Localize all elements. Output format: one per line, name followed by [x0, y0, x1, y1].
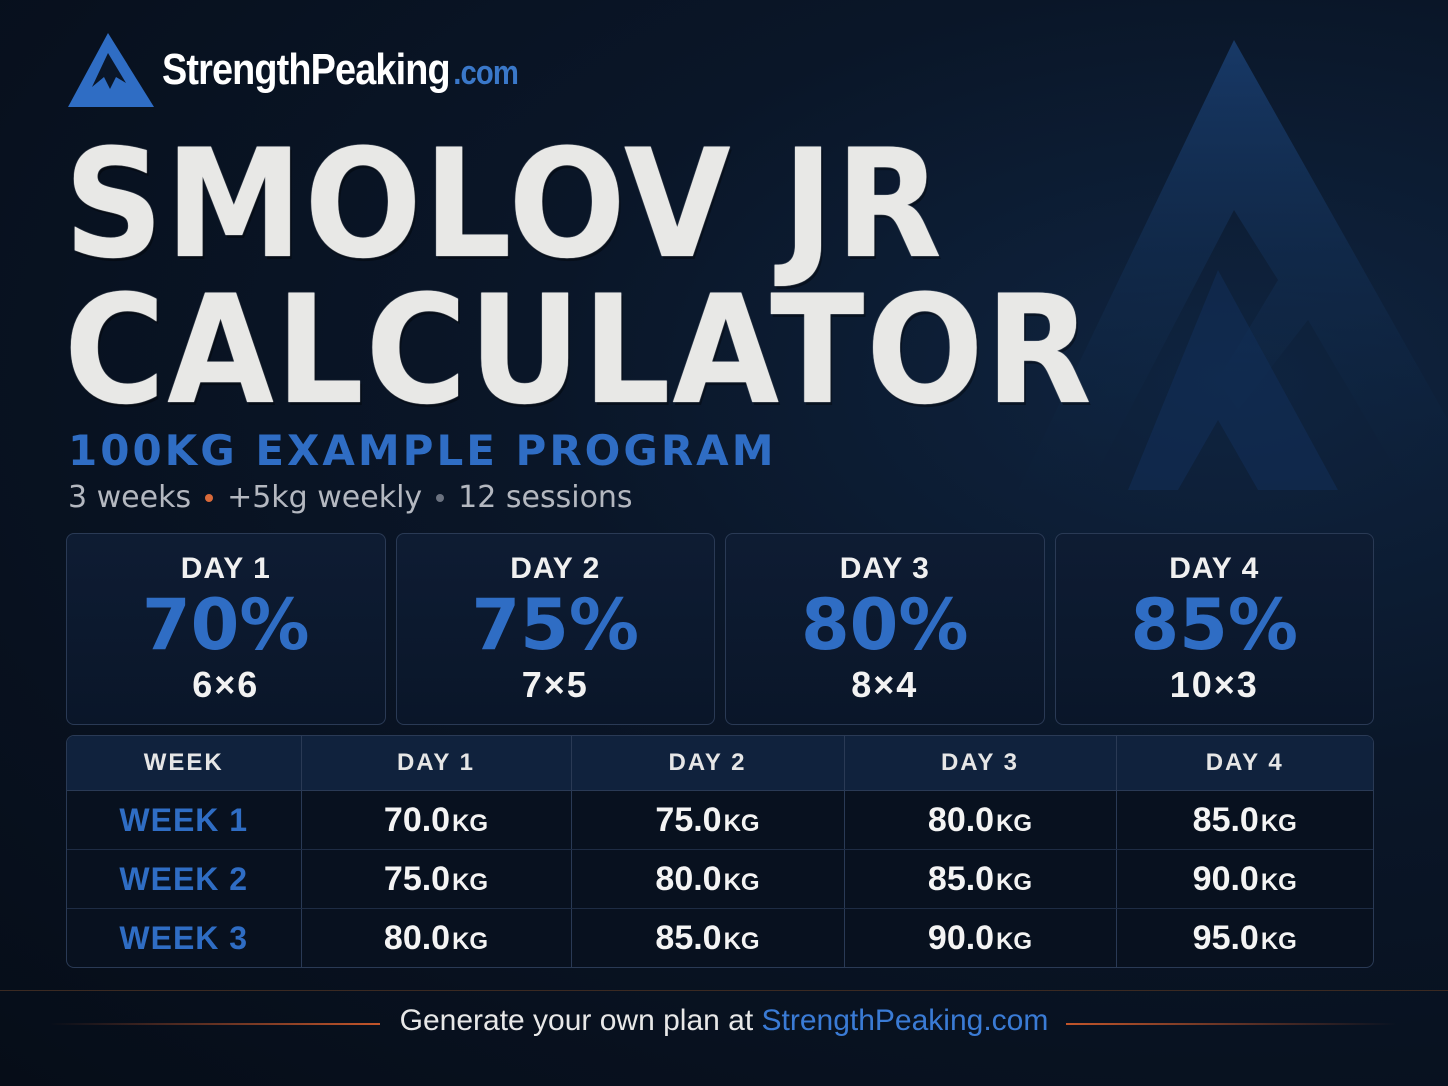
cell-unit: KG: [452, 868, 489, 896]
cell-unit: KG: [996, 809, 1033, 837]
table-cell: 90.0KG: [844, 908, 1117, 967]
cell-value: 70.0: [383, 800, 451, 839]
brand-header: StrengthPeaking .com: [66, 30, 576, 110]
row-week-label: WEEK 2: [67, 849, 302, 910]
table-header-day-2: DAY 2: [571, 736, 845, 791]
card-day-label: DAY 4: [1169, 552, 1260, 585]
cell-value: 90.0: [927, 918, 995, 957]
footer-accent-line-left: [50, 1023, 380, 1025]
mountain-logo-icon: [68, 33, 154, 107]
brand-name[interactable]: StrengthPeaking .com: [162, 45, 519, 95]
brand-tld: .com: [453, 54, 519, 92]
page-title-line-1: SMOLOV JR: [64, 118, 944, 292]
table-header-day-3: DAY 3: [844, 736, 1117, 791]
cell-unit: KG: [452, 927, 489, 955]
day-card-4: DAY 4 85% 10×3: [1054, 533, 1374, 725]
cell-unit: KG: [1260, 927, 1297, 955]
footer-accent-line-right: [1066, 1023, 1396, 1025]
row-week-label: WEEK 3: [67, 908, 302, 967]
cell-unit: KG: [723, 927, 760, 955]
program-meta: 3 weeks +5kg weekly 12 sessions: [68, 480, 633, 515]
table-header-row: WEEK DAY 1 DAY 2 DAY 3 DAY 4: [67, 736, 1373, 791]
table-row: WEEK 2 75.0KG 80.0KG 85.0KG 90.0KG: [67, 849, 1373, 910]
separator-dot-icon: [205, 493, 214, 502]
cell-value: 85.0: [927, 859, 995, 898]
separator-dot-icon: [436, 493, 445, 502]
card-sets-reps: 7×5: [521, 664, 589, 705]
table-cell: 80.0KG: [844, 790, 1117, 851]
day-cards: DAY 1 70% 6×6 DAY 2 75% 7×5 DAY 3 80% 8×…: [66, 533, 1374, 725]
card-percentage: 85%: [1130, 584, 1299, 666]
card-day-label: DAY 3: [839, 552, 930, 585]
meta-weeks: 3 weeks: [68, 480, 192, 515]
card-sets-reps: 10×3: [1169, 664, 1259, 705]
table-row: WEEK 1 70.0KG 75.0KG 80.0KG 85.0KG: [67, 790, 1373, 851]
table-cell: 85.0KG: [571, 908, 845, 967]
cell-unit: KG: [996, 868, 1033, 896]
cell-unit: KG: [723, 809, 760, 837]
cell-value: 90.0: [1192, 859, 1259, 898]
page-title-line-2: CALCULATOR: [64, 264, 1094, 438]
table-row: WEEK 3 80.0KG 85.0KG 90.0KG 95.0KG: [67, 908, 1373, 967]
day-card-1: DAY 1 70% 6×6: [66, 533, 386, 725]
card-percentage: 80%: [800, 584, 969, 666]
day-card-3: DAY 3 80% 8×4: [725, 533, 1045, 725]
cell-unit: KG: [452, 809, 489, 837]
cell-value: 85.0: [655, 918, 722, 957]
card-sets-reps: 6×6: [192, 664, 260, 705]
table-cell: 95.0KG: [1116, 909, 1373, 967]
card-day-label: DAY 1: [180, 552, 271, 585]
card-day-label: DAY 2: [510, 552, 601, 585]
table-cell: 90.0KG: [1116, 849, 1373, 910]
brand-name-text: StrengthPeaking: [162, 45, 451, 94]
cell-value: 80.0: [927, 800, 995, 839]
meta-increment: +5kg weekly: [227, 480, 423, 515]
day-card-2: DAY 2 75% 7×5: [395, 533, 715, 725]
table-cell: 75.0KG: [301, 849, 572, 910]
subtitle: 100KG EXAMPLE PROGRAM: [68, 426, 777, 475]
program-table: WEEK DAY 1 DAY 2 DAY 3 DAY 4 WEEK 1 70.0…: [66, 735, 1374, 968]
table-cell: 70.0KG: [301, 790, 572, 851]
table-cell: 80.0KG: [301, 908, 572, 967]
row-week-label: WEEK 1: [67, 790, 302, 851]
table-header-day-4: DAY 4: [1116, 736, 1373, 791]
table-cell: 80.0KG: [571, 849, 845, 910]
footer-text: Generate your own plan at: [399, 1004, 762, 1037]
table-cell: 85.0KG: [844, 849, 1117, 910]
card-sets-reps: 8×4: [851, 664, 919, 705]
cell-value: 85.0: [1192, 800, 1259, 839]
cell-value: 75.0: [383, 859, 451, 898]
footer: Generate your own plan at StrengthPeakin…: [0, 1004, 1448, 1038]
cell-value: 80.0: [383, 918, 451, 957]
table-header-day-1: DAY 1: [301, 736, 572, 791]
table-header-week: WEEK: [67, 736, 302, 791]
table-cell: 85.0KG: [1116, 790, 1373, 851]
cell-unit: KG: [996, 927, 1033, 955]
card-percentage: 75%: [471, 584, 640, 666]
footer-divider: [0, 990, 1448, 991]
table-cell: 75.0KG: [571, 790, 845, 851]
footer-link[interactable]: StrengthPeaking.com: [761, 1004, 1049, 1037]
cell-value: 75.0: [655, 800, 722, 839]
cell-value: 80.0: [655, 859, 722, 898]
cell-value: 95.0: [1192, 918, 1259, 957]
cell-unit: KG: [723, 868, 760, 896]
cell-unit: KG: [1260, 868, 1297, 896]
card-percentage: 70%: [141, 584, 310, 666]
meta-sessions: 12 sessions: [458, 480, 633, 515]
cell-unit: KG: [1260, 809, 1297, 837]
background-mountain-icon: [1018, 40, 1448, 490]
